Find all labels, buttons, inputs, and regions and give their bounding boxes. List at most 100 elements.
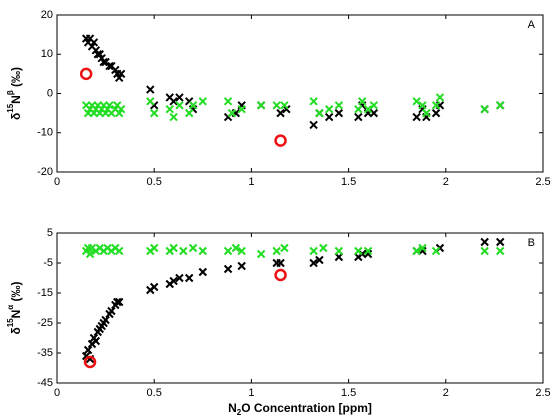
y-tick-label: 20: [41, 9, 53, 21]
point: [309, 258, 318, 268]
point: [412, 246, 421, 256]
label-part: δ: [9, 113, 23, 120]
point: [146, 97, 155, 106]
point: [334, 246, 344, 256]
point: [412, 97, 421, 106]
point: [480, 104, 489, 114]
point: [169, 112, 178, 122]
x-axis-label: N2O Concentration [ppm]: [228, 401, 372, 417]
x-tick-label: 1.5: [341, 176, 356, 188]
y-tick-label: 10: [41, 48, 53, 60]
point: [496, 237, 505, 247]
point: [309, 120, 318, 130]
point: [272, 246, 281, 256]
y-tick-label: -45: [37, 377, 53, 389]
point: [363, 104, 373, 114]
plot-area: [56, 232, 544, 384]
point: [85, 249, 95, 259]
point: [280, 243, 289, 253]
point: [175, 93, 184, 102]
label-script: β: [6, 90, 15, 95]
point: [334, 108, 344, 118]
x-tick-label: 2.5: [535, 387, 550, 399]
point: [363, 246, 373, 256]
point: [169, 276, 178, 286]
point: [175, 101, 184, 110]
highlight-point: [274, 134, 287, 147]
point: [309, 246, 318, 256]
x-tick-label: 2: [443, 387, 449, 399]
plot-area: [56, 14, 544, 173]
point: [418, 243, 427, 253]
label-part: O Concentration [ppm]: [241, 401, 372, 415]
y-tick-label: -15: [37, 287, 53, 299]
label-script: 15: [6, 318, 15, 327]
x-tick-label: 1: [248, 176, 254, 188]
point: [237, 246, 246, 256]
x-tick-label: 2: [443, 176, 449, 188]
point: [223, 264, 233, 274]
point: [480, 246, 489, 256]
point: [115, 246, 124, 256]
point: [369, 108, 379, 118]
point: [188, 101, 198, 110]
point: [363, 249, 373, 259]
point: [223, 246, 233, 256]
point: [223, 97, 233, 106]
point: [412, 112, 421, 122]
y-axis-label: δ15Nβ (‰): [6, 67, 23, 120]
point: [276, 258, 285, 268]
panel-label: A: [528, 19, 536, 31]
point: [256, 101, 266, 110]
x-tick-label: 1: [248, 387, 254, 399]
point: [198, 97, 208, 106]
point: [435, 93, 445, 102]
point: [89, 38, 99, 47]
label-script: 2: [237, 408, 242, 417]
point: [113, 297, 122, 307]
point: [496, 246, 505, 256]
point: [179, 246, 188, 256]
point: [188, 243, 198, 253]
y-tick-label: -10: [37, 127, 53, 139]
label-part: (‰): [9, 67, 23, 90]
point: [496, 101, 505, 110]
label-part: δ: [9, 327, 23, 334]
point: [107, 306, 116, 316]
point: [169, 243, 178, 253]
highlight-point: [83, 355, 97, 369]
y-tick-label: 5: [47, 227, 53, 239]
point: [480, 237, 489, 247]
point: [272, 101, 281, 110]
point: [237, 104, 246, 114]
point: [146, 85, 155, 94]
point: [324, 104, 334, 114]
x-tick-label: 2.5: [535, 176, 550, 188]
x-tick-label: 1.5: [341, 387, 356, 399]
y-axis-label: δ15Nα (‰): [6, 281, 23, 334]
label-part: N: [9, 310, 23, 319]
x-tick-label: 0.5: [147, 176, 162, 188]
point: [99, 57, 108, 67]
point: [354, 112, 363, 122]
point: [324, 112, 334, 122]
point: [431, 108, 441, 118]
x-tick-label: 0: [54, 387, 60, 399]
point: [116, 104, 126, 114]
point: [105, 61, 114, 71]
point: [175, 273, 184, 283]
point: [315, 108, 324, 118]
point: [237, 261, 246, 271]
point: [358, 97, 367, 106]
x-tick-label: 0: [54, 176, 60, 188]
point: [369, 101, 379, 110]
highlight-point: [274, 268, 287, 282]
point: [319, 243, 328, 253]
point: [227, 108, 237, 118]
point: [105, 101, 114, 110]
point: [231, 243, 241, 253]
point: [431, 101, 441, 110]
y-tick-label: 0: [47, 87, 53, 99]
point: [276, 108, 285, 118]
